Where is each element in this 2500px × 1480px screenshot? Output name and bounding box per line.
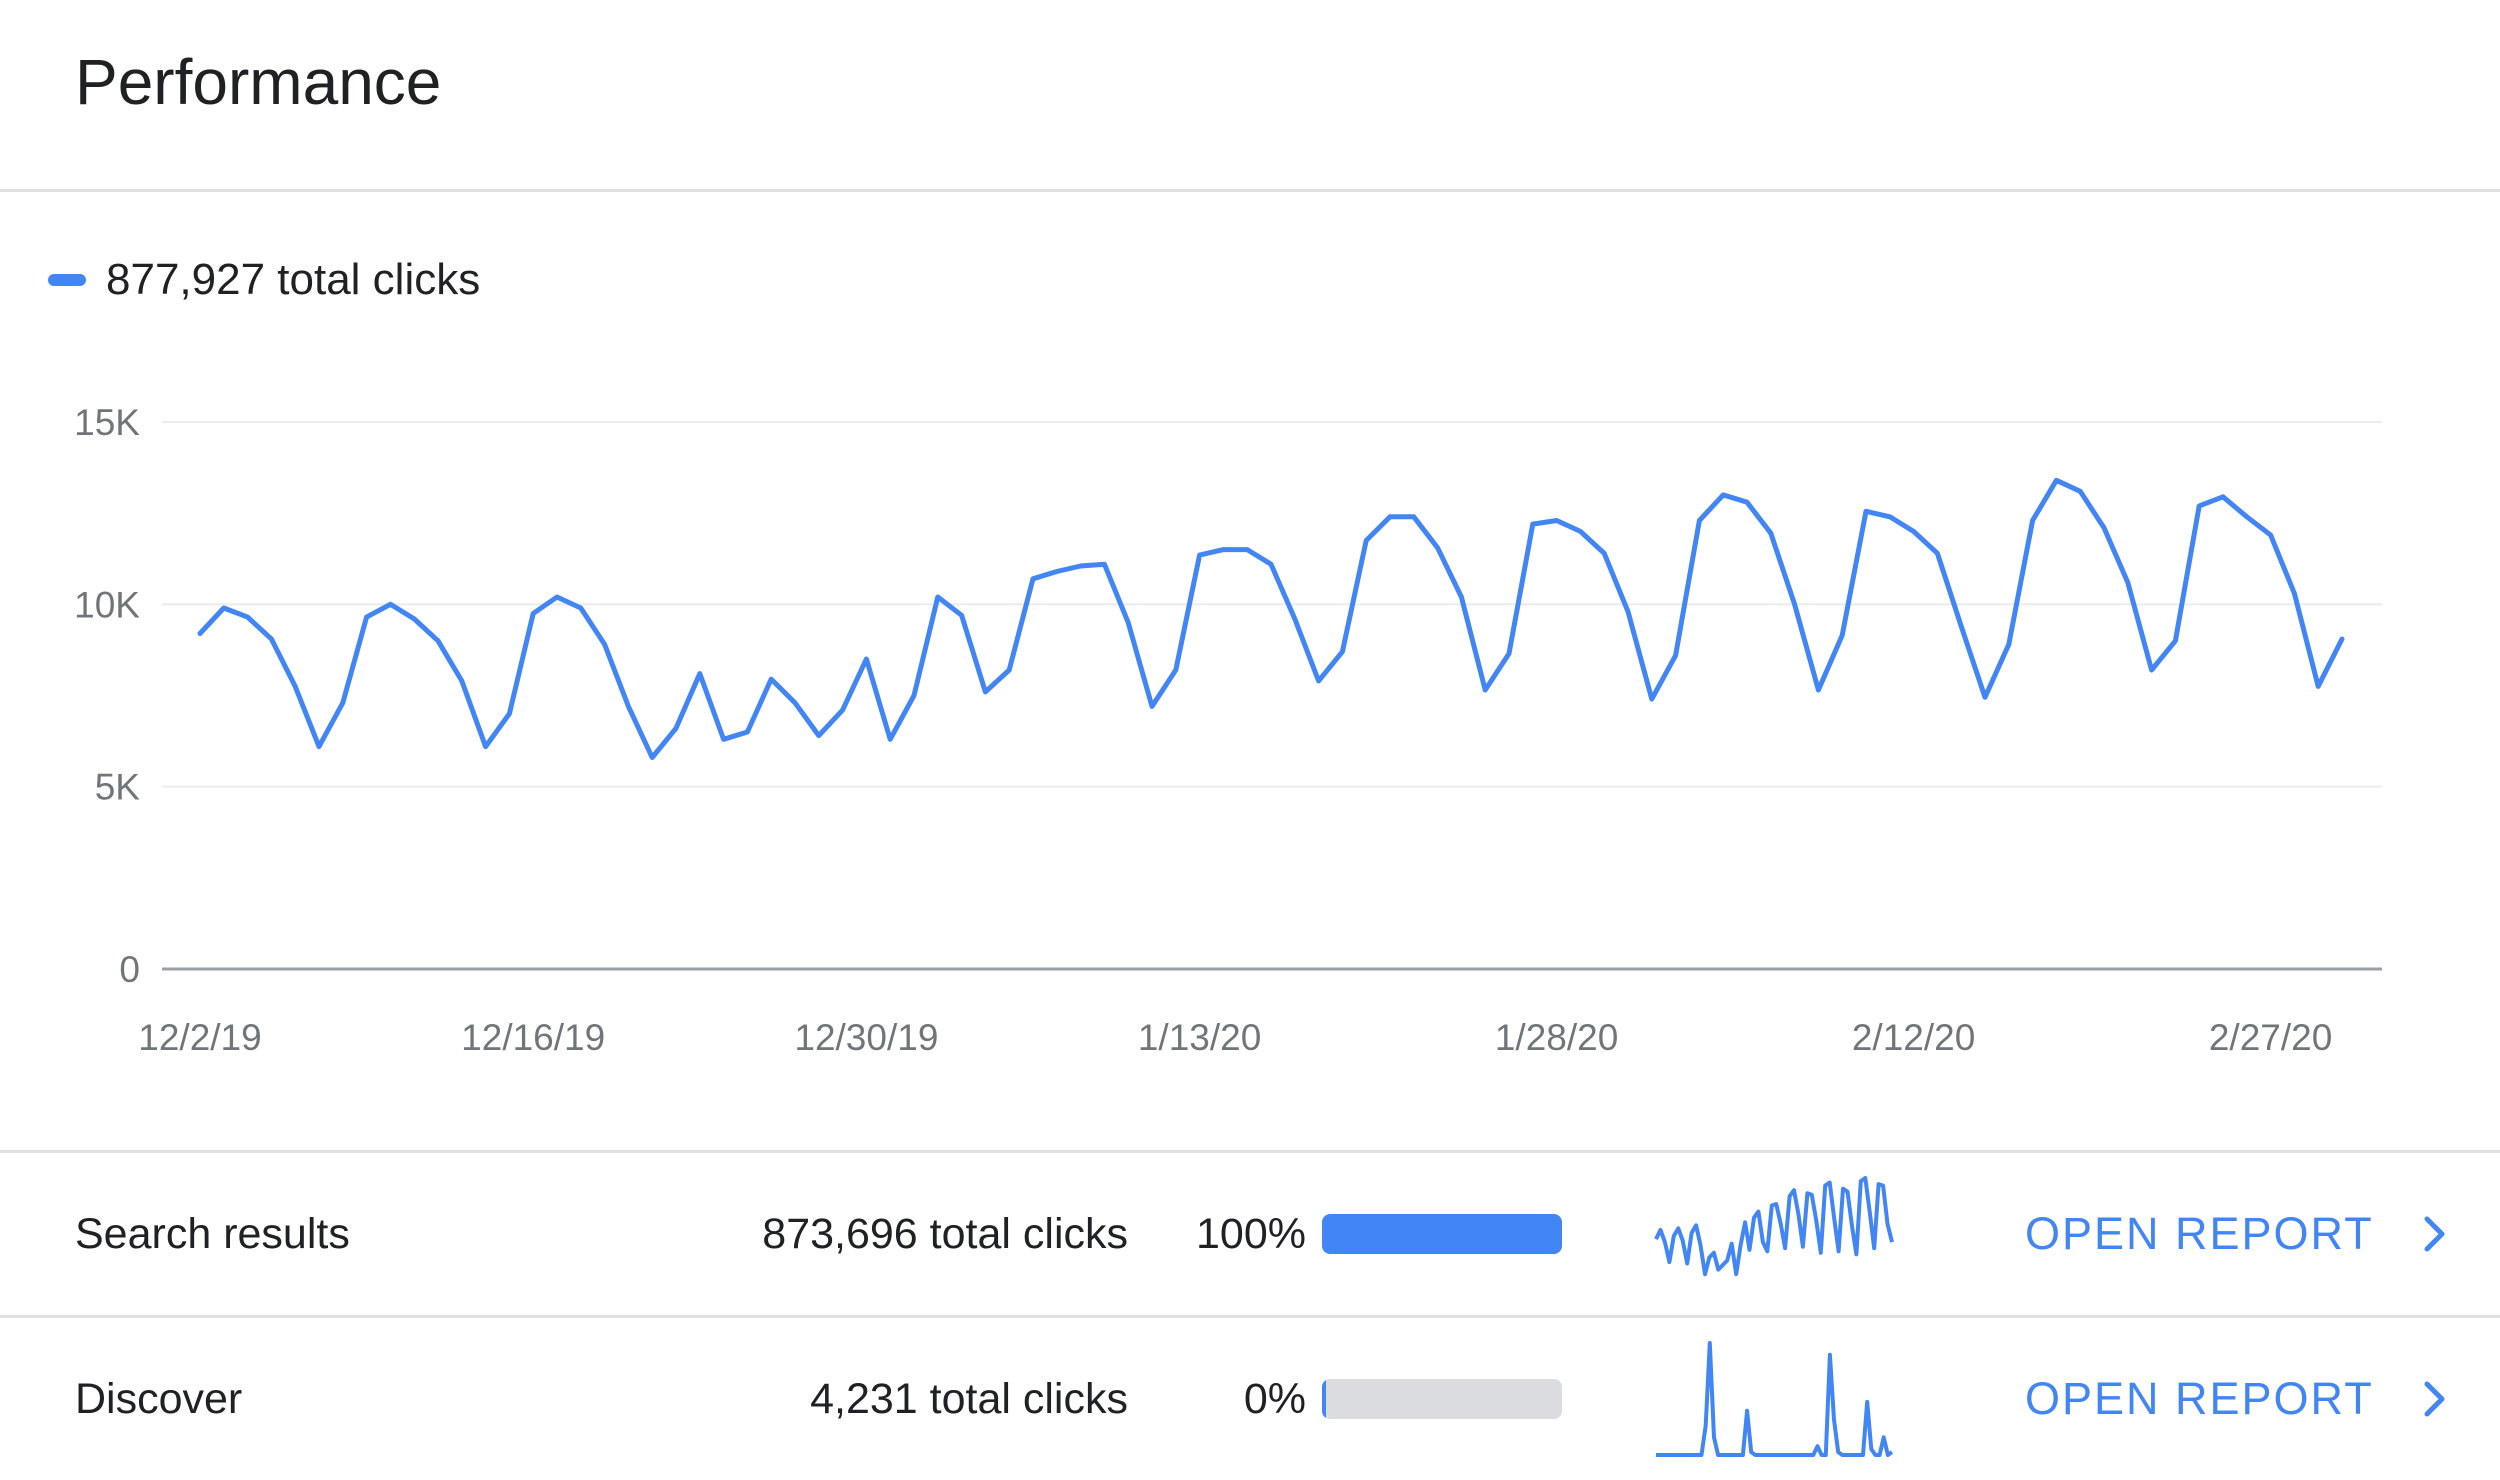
- row-percentage: 0%: [1243, 1375, 1306, 1423]
- y-tick-label: 0: [119, 949, 140, 990]
- share-bar-fill: [1322, 1379, 1326, 1419]
- open-report-label: OPEN REPORT: [2025, 1373, 2374, 1424]
- chevron-right-icon: [2424, 1381, 2445, 1417]
- y-tick-label: 10K: [74, 584, 140, 625]
- open-report-button[interactable]: OPEN REPORT: [2025, 1318, 2454, 1480]
- row-percentage: 100%: [1196, 1210, 1306, 1258]
- series-line[interactable]: [197, 477, 2345, 760]
- x-tick-label: 1/28/20: [1495, 1017, 1618, 1058]
- clicks-line-chart: 0 5K 10K 15K 12/2/19 12/16/19 12/30/19 1/13/20 1…: [74, 402, 2382, 1058]
- open-report-label: OPEN REPORT: [2025, 1208, 2374, 1259]
- legend-label: 877,927 total clicks: [106, 255, 481, 304]
- sparkline: [1654, 1176, 1894, 1277]
- chevron-right-icon: [2424, 1216, 2445, 1252]
- row-name: Discover: [75, 1375, 243, 1423]
- legend-swatch: [48, 274, 86, 286]
- sparkline: [1656, 1341, 1894, 1457]
- x-tick-label: 2/12/20: [1852, 1017, 1975, 1058]
- chart-legend[interactable]: 877,927 total clicks: [48, 248, 480, 312]
- share-bar: [1322, 1214, 1562, 1254]
- row-total-clicks: 4,231 total clicks: [810, 1375, 1128, 1423]
- divider-top: [0, 1150, 2500, 1153]
- row-name: Search results: [75, 1210, 350, 1258]
- share-bar: [1322, 1379, 1562, 1419]
- x-tick-label: 12/30/19: [794, 1017, 938, 1058]
- row-total-clicks: 873,696 total clicks: [762, 1210, 1128, 1258]
- sparkline-path: [1656, 1341, 1894, 1457]
- y-tick-label: 5K: [95, 767, 141, 808]
- row-search-results: Search results 873,696 total clicks 100%…: [0, 1153, 2500, 1315]
- divider-middle: [0, 1315, 2500, 1318]
- page-title: Performance: [75, 46, 442, 118]
- page-header: Performance: [0, 0, 2500, 192]
- open-report-button[interactable]: OPEN REPORT: [2025, 1153, 2454, 1315]
- share-bar-fill: [1322, 1214, 1562, 1254]
- row-discover: Discover 4,231 total clicks 0% OPEN REPO…: [0, 1318, 2500, 1480]
- x-tick-label: 12/16/19: [461, 1017, 605, 1058]
- x-tick-label: 2/27/20: [2209, 1017, 2332, 1058]
- y-tick-label: 15K: [74, 402, 140, 443]
- x-tick-label: 1/13/20: [1138, 1017, 1261, 1058]
- sparkline-path: [1654, 1176, 1894, 1277]
- x-tick-label: 12/2/19: [138, 1017, 261, 1058]
